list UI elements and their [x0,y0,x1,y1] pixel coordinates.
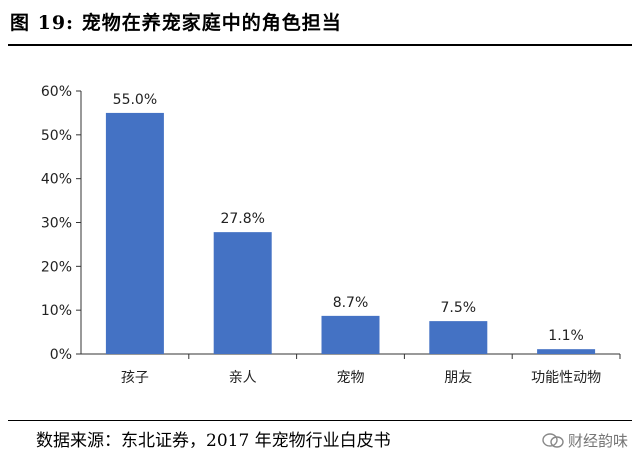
y-tick-label: 10% [41,303,72,319]
x-tick-label: 宠物 [337,370,365,386]
data-label: 7.5% [441,300,477,316]
data-label: 8.7% [333,295,369,311]
y-tick-label: 60% [41,84,72,100]
figure-title: 图 19: 宠物在养宠家庭中的角色担当 [10,8,342,35]
figure-title-text: 宠物在养宠家庭中的角色担当 [81,12,342,34]
x-tick-label: 孩子 [121,370,149,386]
wechat-icon [542,432,564,448]
top-rule [8,44,632,46]
x-tick-label: 功能性动物 [531,370,601,386]
y-tick-label: 20% [41,259,72,275]
data-label: 1.1% [548,328,584,344]
x-tick-label: 亲人 [229,370,257,386]
y-tick-label: 0% [50,347,72,363]
y-tick-label: 50% [41,128,72,144]
bar [537,349,596,354]
watermark: 财经韵味 [542,430,628,451]
watermark-text: 财经韵味 [567,432,628,450]
data-label: 27.8% [220,211,264,227]
bar [321,315,380,354]
x-tick-label: 朋友 [444,370,472,386]
y-tick-label: 40% [41,172,72,188]
bottom-rule [8,420,632,421]
bar [213,232,272,354]
y-tick-label: 30% [41,216,72,232]
bar [429,321,488,354]
data-label: 55.0% [113,92,157,108]
figure-number: 图 19: [10,12,75,34]
bar [105,112,164,355]
source-note: 数据来源：东北证券，2017 年宠物行业白皮书 [36,431,391,451]
